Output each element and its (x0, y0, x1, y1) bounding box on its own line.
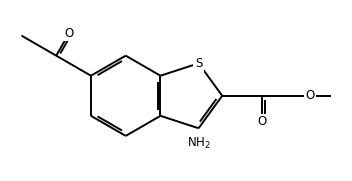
Text: NH$_2$: NH$_2$ (187, 135, 210, 151)
Text: S: S (195, 57, 202, 70)
Text: O: O (258, 115, 267, 128)
Text: O: O (65, 27, 74, 40)
Text: O: O (306, 89, 315, 102)
